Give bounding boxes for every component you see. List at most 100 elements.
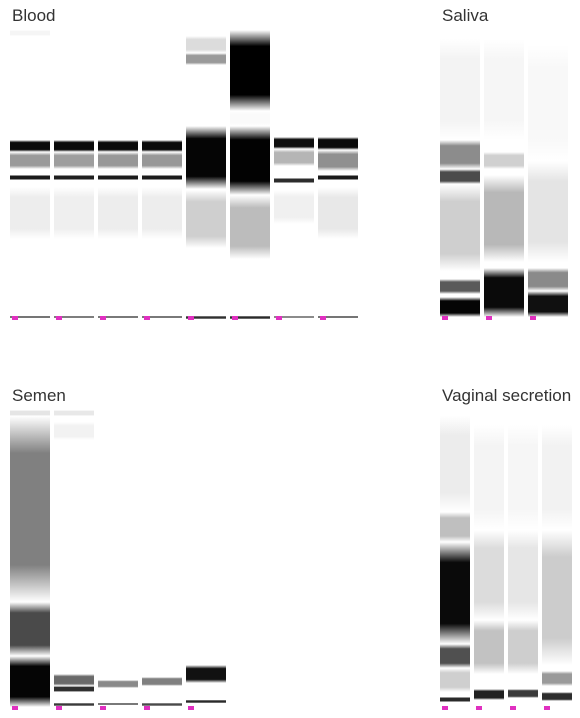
dye-front-marker [56, 706, 62, 710]
gel-band [10, 30, 50, 36]
lane [318, 30, 358, 320]
gel-band [186, 665, 226, 683]
gel-band [474, 689, 504, 700]
gel-band [54, 175, 94, 180]
gel-band [230, 195, 270, 259]
dye-front-marker [544, 706, 550, 710]
gel-band [318, 175, 358, 180]
gel-band [230, 126, 270, 196]
lane [10, 410, 50, 710]
gel-band [98, 140, 138, 152]
panel-title-semen: Semen [12, 386, 226, 406]
dye-front-marker [232, 316, 238, 320]
gel-band [440, 169, 480, 184]
gel-band [440, 697, 470, 702]
lane [54, 410, 94, 710]
lane [98, 410, 138, 710]
gel-band [10, 152, 50, 169]
gel-band [440, 140, 480, 169]
gel-band [274, 178, 314, 183]
lane [440, 410, 470, 710]
lane [508, 410, 538, 710]
dye-front-marker [442, 706, 448, 710]
gel-band [54, 140, 94, 152]
dye-front-marker [56, 316, 62, 320]
lane [142, 30, 182, 320]
gel-band [54, 686, 94, 692]
gel-band [54, 187, 94, 239]
dye-front-marker [144, 706, 150, 710]
gel-band [440, 668, 470, 692]
dye-front-marker [320, 316, 326, 320]
lane [474, 410, 504, 710]
gel-band [318, 137, 358, 150]
gel-band [542, 692, 572, 701]
lane [542, 410, 572, 710]
gel-band [10, 656, 50, 707]
gel-band [508, 689, 538, 698]
gel-band [440, 512, 470, 542]
gel-band [440, 416, 470, 512]
dye-front-marker [510, 706, 516, 710]
gel-band [508, 425, 538, 530]
gel-band [142, 140, 182, 152]
gel-band [186, 692, 226, 696]
gel-band [528, 291, 568, 317]
gel-band [440, 297, 480, 317]
gel-band [440, 184, 480, 271]
gel-band [474, 530, 504, 620]
lane [98, 30, 138, 320]
gel-band [98, 175, 138, 180]
lane [186, 30, 226, 320]
gel-band [484, 268, 524, 317]
gel-band [474, 620, 504, 674]
lane [274, 30, 314, 320]
lane [186, 410, 226, 710]
gel-band [274, 149, 314, 166]
gel-band [274, 137, 314, 149]
gel-band [10, 416, 50, 602]
gel-band [186, 36, 226, 53]
gel-band [10, 175, 50, 180]
lane [440, 30, 480, 320]
gel-band [10, 140, 50, 152]
lane [54, 30, 94, 320]
gel-band [186, 700, 226, 704]
gel-band [230, 111, 270, 126]
gel-band [440, 542, 470, 644]
panel-saliva: Saliva [440, 6, 568, 320]
gel-band [142, 175, 182, 180]
dye-front-marker [100, 316, 106, 320]
gel-band [508, 530, 538, 620]
gel-band [528, 161, 568, 263]
gel-band [142, 187, 182, 239]
gel-band [186, 190, 226, 248]
dye-front-marker [12, 316, 18, 320]
gel-band [54, 410, 94, 416]
gel-band [230, 30, 270, 111]
panel-title-blood: Blood [12, 6, 358, 26]
gel-band [528, 45, 568, 161]
dye-front-marker [188, 316, 194, 320]
lane [10, 30, 50, 320]
gel-band [186, 126, 226, 190]
gel-band [98, 187, 138, 239]
gel-band [142, 677, 182, 686]
gel-band [474, 425, 504, 530]
panel-title-saliva: Saliva [442, 6, 568, 26]
gel-band [508, 620, 538, 674]
gel-band [484, 175, 524, 262]
lanes-semen [10, 410, 226, 710]
dye-front-marker [188, 706, 194, 710]
gel-band [186, 53, 226, 65]
gel-band [142, 152, 182, 169]
gel-band [528, 268, 568, 291]
gel-band [542, 671, 572, 686]
gel-band [98, 703, 138, 705]
gel-band [54, 152, 94, 169]
gel-band [54, 674, 94, 686]
gel-band [10, 187, 50, 239]
dye-front-marker [486, 316, 492, 320]
panel-title-vaginal: Vaginal secretion [442, 386, 572, 406]
lanes-saliva [440, 30, 568, 320]
